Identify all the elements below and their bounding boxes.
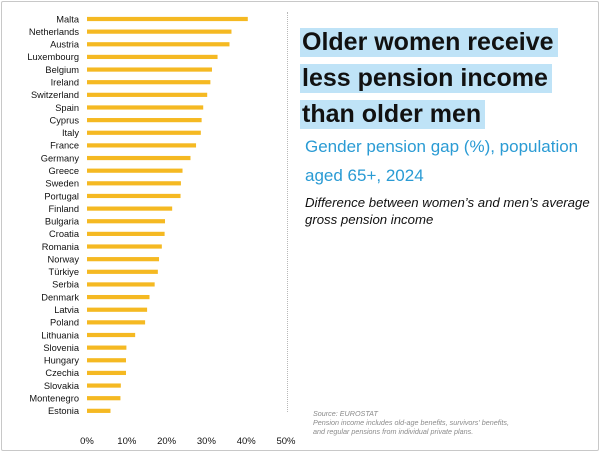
note-line-1: Pension income includes old-age benefits…: [313, 417, 509, 427]
category-label-slovakia: Slovakia: [44, 381, 80, 391]
bar-spain: [87, 105, 204, 110]
bar-romania: [87, 244, 162, 249]
bar-austria: [87, 42, 230, 47]
x-axis-ticks: 0% 10% 20% 30% 40% 50%: [80, 436, 296, 447]
category-label-latvia: Latvia: [54, 305, 80, 315]
x-tick-label-0: 0%: [80, 436, 94, 447]
category-label-germany: Germany: [41, 153, 80, 163]
description: Difference between women’s and men’s ave…: [305, 195, 590, 227]
bar-cyprus: [87, 118, 202, 123]
bar-serbia: [87, 282, 155, 287]
category-label-france: France: [50, 141, 79, 151]
category-label-malta: Malta: [56, 14, 80, 24]
category-label-sweden: Sweden: [45, 179, 79, 189]
category-label-romania: Romania: [42, 242, 80, 252]
bar-ireland: [87, 80, 211, 85]
bar-hungary: [87, 358, 127, 363]
bar-greece: [87, 168, 183, 173]
bar-bulgaria: [87, 219, 166, 224]
vertical-divider: [287, 12, 288, 412]
category-label-slovenia: Slovenia: [43, 343, 79, 353]
bar-croatia: [87, 231, 165, 236]
bar-norway: [87, 257, 160, 262]
bar-sweden: [87, 181, 181, 186]
bar-portugal: [87, 193, 181, 199]
headline: Older women receive less pension income …: [300, 24, 592, 132]
category-label-austria: Austria: [50, 40, 80, 50]
bar-luxembourg: [87, 54, 218, 60]
category-label-serbia: Serbia: [52, 280, 80, 290]
category-label-cyprus: Cyprus: [50, 115, 80, 125]
bars-group: [87, 16, 248, 413]
bar-malta: [87, 16, 248, 22]
category-label-denmark: Denmark: [41, 292, 79, 302]
source-note: Source: EUROSTAT Pension income includes…: [313, 409, 593, 436]
category-label-belgium: Belgium: [45, 65, 79, 75]
category-label-spain: Spain: [55, 103, 79, 113]
headline-text: Older women receive less pension income …: [300, 28, 558, 129]
category-label-tu-rkiye: Türkiye: [49, 267, 79, 277]
category-label-hungary: Hungary: [44, 356, 79, 366]
bar-poland: [87, 320, 146, 325]
x-tick-label-30: 30%: [197, 436, 217, 447]
bar-montenegro: [87, 396, 121, 401]
bar-france: [87, 143, 197, 148]
bar-italy: [87, 130, 201, 135]
bar-estonia: [87, 408, 111, 413]
category-label-portugal: Portugal: [44, 191, 79, 201]
bar-belgium: [87, 67, 212, 72]
x-tick-label-40: 40%: [237, 436, 257, 447]
category-label-czechia: Czechia: [45, 368, 79, 378]
bar-slovenia: [87, 345, 127, 350]
category-label-croatia: Croatia: [49, 229, 80, 239]
category-label-netherlands: Netherlands: [29, 27, 79, 37]
bar-switzerland: [87, 92, 208, 97]
x-tick-label-20: 20%: [157, 436, 177, 447]
category-label-italy: Italy: [62, 128, 79, 138]
bar-tu-rkiye: [87, 269, 158, 274]
bar-netherlands: [87, 29, 232, 34]
x-tick-label-10: 10%: [117, 436, 137, 447]
source-line: Source: EUROSTAT: [313, 409, 378, 418]
x-tick-label-50: 50%: [276, 436, 296, 447]
category-label-estonia: Estonia: [48, 406, 80, 416]
bar-lithuania: [87, 332, 136, 338]
subtitle: Gender pension gap (%), population aged …: [305, 137, 579, 185]
category-label-montenegro: Montenegro: [29, 394, 79, 404]
bar-denmark: [87, 294, 150, 300]
category-label-luxembourg: Luxembourg: [27, 52, 79, 62]
bar-germany: [87, 155, 191, 161]
bar-finland: [87, 206, 173, 211]
category-label-greece: Greece: [49, 166, 80, 176]
category-label-bulgaria: Bulgaria: [45, 217, 80, 227]
note-line-2: and regular pensions from individual pri…: [313, 426, 474, 436]
bar-chart: Malta Netherlands Austria Luxembourg Belgium…: [27, 14, 296, 447]
bar-slovakia: [87, 383, 121, 388]
category-labels: Malta Netherlands Austria Luxembourg Belgium…: [27, 14, 80, 416]
category-label-poland: Poland: [50, 318, 79, 328]
category-label-finland: Finland: [49, 204, 80, 214]
category-label-ireland: Ireland: [51, 78, 79, 88]
bar-czechia: [87, 370, 127, 376]
bar-latvia: [87, 307, 148, 312]
category-label-switzerland: Switzerland: [31, 90, 79, 100]
category-label-norway: Norway: [47, 254, 79, 264]
category-label-lithuania: Lithuania: [41, 330, 80, 340]
